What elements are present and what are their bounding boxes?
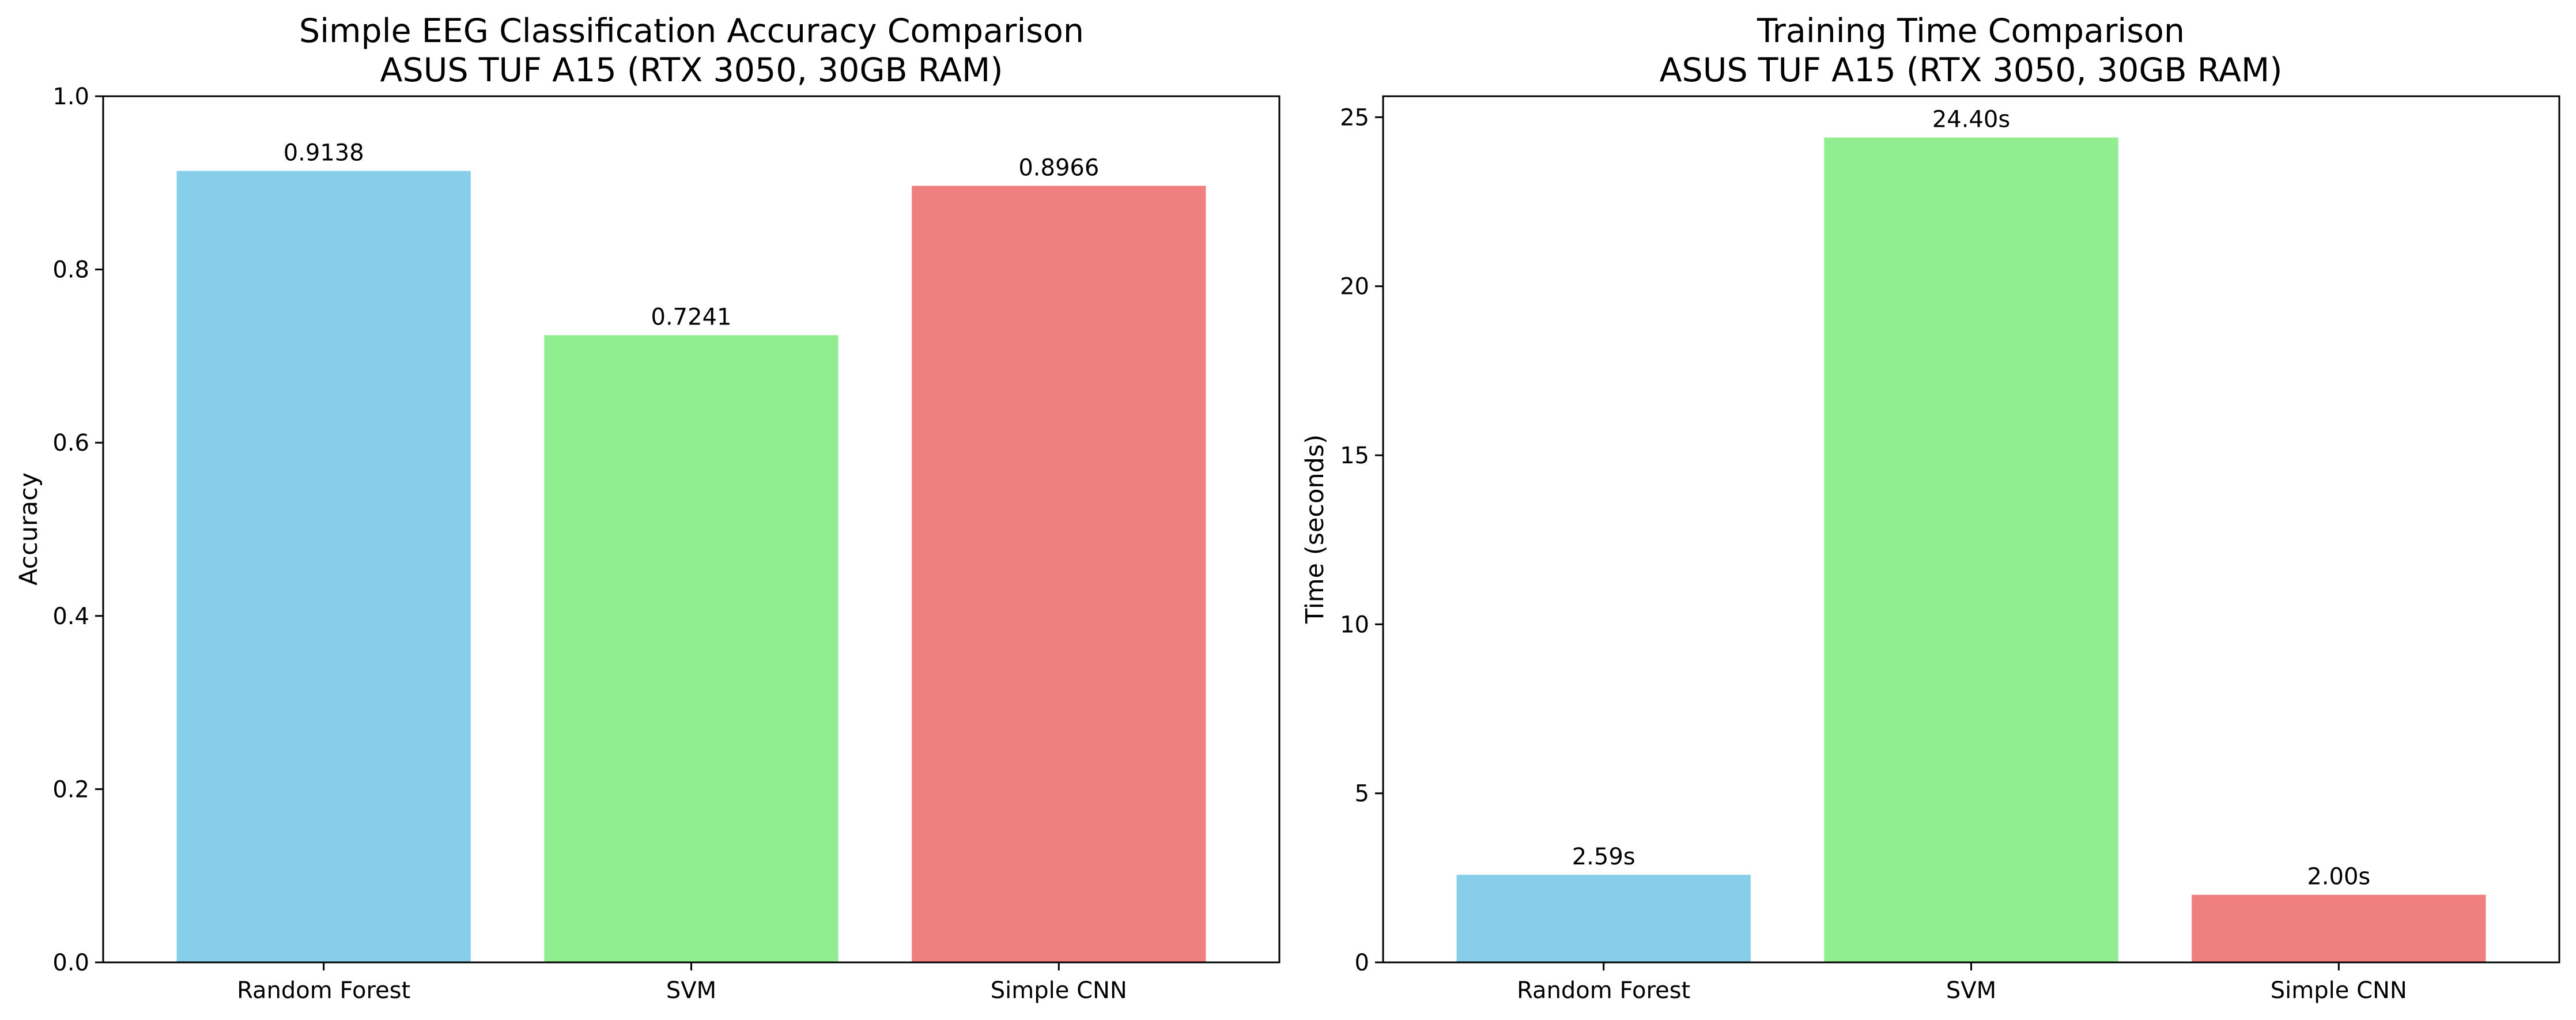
plot-area: 0.9138 0.7241 0.8966 0.0 0.2 0.4 0.6 0.8 1.0 Rand…: [52, 84, 1281, 1004]
y-tick-label: 20: [1340, 274, 1369, 300]
bar-svm: [544, 335, 838, 962]
x-tick-label: SVM: [666, 977, 716, 1004]
data-label-svm: 24.40s: [1932, 107, 2010, 133]
x-tick-label: Simple CNN: [991, 977, 1127, 1004]
x-tick-label: Random Forest: [237, 977, 410, 1004]
y-tick-label: 15: [1340, 443, 1369, 469]
x-tick-label: Random Forest: [1517, 977, 1690, 1004]
y-tick-label: 0: [1355, 950, 1369, 976]
y-axis-label: Accuracy: [14, 473, 43, 585]
y-tick-label: 5: [1355, 781, 1369, 807]
accuracy-chart: Simple EEG Classification Accuracy Compa…: [14, 12, 1281, 1004]
y-tick-label: 0.8: [52, 257, 89, 284]
y-tick-label: 25: [1340, 104, 1369, 131]
y-tick-label: 0.2: [52, 776, 89, 803]
bar-simple-cnn: [912, 186, 1206, 963]
y-tick-label: 0.0: [52, 950, 89, 976]
chart-subtitle: ASUS TUF A15 (RTX 3050, 30GB RAM): [1660, 51, 2283, 89]
bar-random-forest: [1456, 875, 1751, 962]
data-label-simple-cnn: 0.8966: [1018, 154, 1099, 181]
bar-simple-cnn: [2192, 894, 2486, 962]
y-tick-label: 10: [1340, 611, 1369, 638]
y-tick-label: 0.4: [52, 603, 89, 630]
chart-title: Simple EEG Classification Accuracy Compa…: [299, 12, 1084, 50]
x-tick-label: SVM: [1946, 977, 1996, 1004]
data-label-svm: 0.7241: [651, 304, 732, 331]
training-time-chart: Training Time Comparison ASUS TUF A15 (R…: [1301, 12, 2560, 1004]
plot-area: 2.59s 24.40s 2.00s 0 5 10 15 20 25 Random Forest S…: [1340, 95, 2560, 1004]
data-label-random-forest: 2.59s: [1572, 844, 1636, 870]
data-label-random-forest: 0.9138: [284, 140, 364, 167]
x-tick-label: Simple CNN: [2271, 977, 2407, 1004]
y-tick-label: 1.0: [52, 84, 89, 110]
data-label-simple-cnn: 2.00s: [2307, 864, 2370, 890]
y-tick-label: 0.6: [52, 430, 89, 456]
chart-subtitle: ASUS TUF A15 (RTX 3050, 30GB RAM): [380, 51, 1003, 89]
chart-title: Training Time Comparison: [1757, 12, 2185, 50]
bar-random-forest: [176, 171, 471, 962]
bar-svm: [1824, 137, 2118, 963]
y-axis-label: Time (seconds): [1301, 435, 1329, 624]
